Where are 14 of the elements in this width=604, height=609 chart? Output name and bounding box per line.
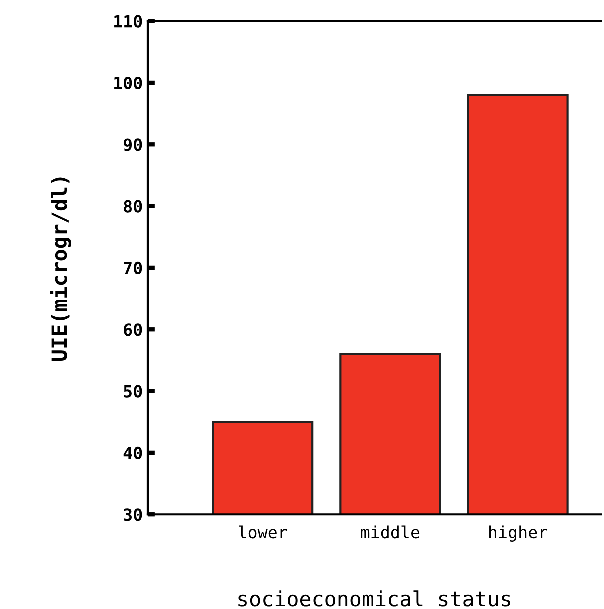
y-tick-label: 110 — [114, 15, 142, 28]
x-tick-label: middle — [361, 526, 420, 539]
y-tick-label: 80 — [124, 200, 142, 213]
y-tick-label: 90 — [124, 138, 142, 152]
x-tick-label: higher — [490, 526, 548, 542]
y-axis-title: UIE(microgr/dl) — [50, 178, 72, 361]
x-axis-title: socioeconomical status — [238, 590, 510, 607]
y-tick-label: 40 — [124, 446, 142, 460]
y-tick-label: 60 — [124, 324, 142, 336]
y-tick-label: 50 — [124, 385, 142, 398]
y-tick-label: 100 — [114, 76, 142, 90]
y-tick-label: 70 — [124, 262, 142, 275]
y-tick-label: 30 — [124, 508, 142, 522]
x-tick-label: lower — [239, 526, 288, 539]
